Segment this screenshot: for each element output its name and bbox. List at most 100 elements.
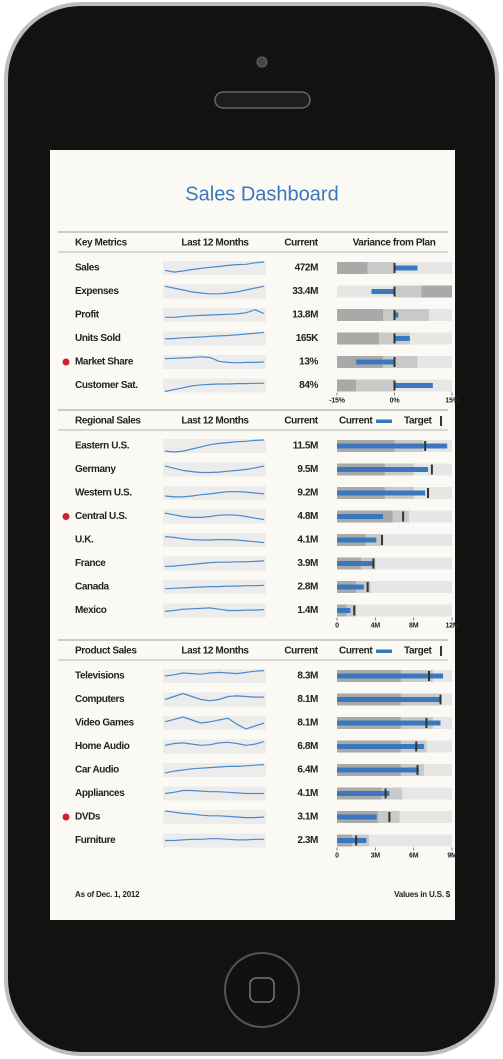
bullet-bar bbox=[337, 721, 441, 726]
bullet-band bbox=[337, 262, 368, 274]
current-value: 4.1M bbox=[297, 788, 318, 799]
row-label: France bbox=[75, 558, 106, 569]
bullet-band bbox=[356, 380, 394, 392]
current-value: 165K bbox=[296, 333, 319, 344]
legend-label: Target bbox=[404, 416, 432, 427]
row-label: Canada bbox=[75, 582, 110, 593]
row-label: Video Games bbox=[75, 718, 135, 729]
bullet-bar bbox=[337, 585, 364, 590]
current-value: 84% bbox=[299, 380, 318, 391]
row-label: Televisions bbox=[75, 671, 125, 682]
bullet-band bbox=[337, 309, 383, 321]
bullet-band bbox=[395, 286, 422, 298]
bullet-bar bbox=[356, 360, 394, 365]
row-label: Central U.S. bbox=[75, 511, 128, 522]
row-label: Home Audio bbox=[75, 741, 130, 752]
row-label: DVDs bbox=[75, 812, 101, 823]
row-label: Market Share bbox=[75, 357, 134, 368]
home-button[interactable] bbox=[225, 953, 299, 1027]
target-marker bbox=[394, 287, 396, 297]
target-marker bbox=[424, 441, 426, 451]
target-marker bbox=[431, 465, 433, 475]
bullet-band bbox=[421, 286, 452, 298]
bullet-bar bbox=[395, 383, 433, 388]
row-label: Units Sold bbox=[75, 333, 121, 344]
bullet-band bbox=[337, 380, 356, 392]
alert-dot bbox=[63, 814, 70, 821]
legend-label: Current bbox=[339, 646, 373, 657]
current-value: 1.4M bbox=[297, 605, 318, 616]
row-label: Computers bbox=[75, 694, 125, 705]
dashboard-title: Sales Dashboard bbox=[185, 183, 338, 205]
bullet-bar bbox=[337, 514, 383, 519]
target-marker bbox=[394, 357, 396, 367]
bullet-bar bbox=[337, 697, 441, 702]
target-marker bbox=[394, 310, 396, 320]
speaker bbox=[215, 92, 310, 108]
column-header: Last 12 Months bbox=[181, 238, 249, 249]
target-marker bbox=[425, 718, 427, 728]
row-label: Eastern U.S. bbox=[75, 441, 130, 452]
current-value: 9.5M bbox=[297, 464, 318, 475]
alert-dot bbox=[63, 359, 70, 366]
x-tick-label: 0 bbox=[335, 852, 339, 859]
bullet-bar bbox=[337, 838, 366, 843]
current-value: 13% bbox=[299, 357, 318, 368]
target-marker bbox=[381, 535, 383, 545]
bullet-bar bbox=[337, 538, 376, 543]
target-marker bbox=[355, 836, 357, 846]
x-tick-label: 9M bbox=[447, 852, 457, 859]
target-marker bbox=[440, 695, 442, 705]
target-marker bbox=[394, 334, 396, 344]
column-header: Key Metrics bbox=[75, 238, 128, 249]
column-header: Variance from Plan bbox=[353, 238, 436, 249]
bullet-band bbox=[337, 333, 379, 345]
target-marker bbox=[367, 582, 369, 592]
x-tick-label: 15% bbox=[445, 397, 459, 404]
row-label: Appliances bbox=[75, 788, 125, 799]
bullet-bar bbox=[337, 491, 425, 496]
sparkline-bg bbox=[163, 285, 266, 299]
x-tick-label: 6M bbox=[409, 852, 419, 859]
phone: Sales Dashboard As of Dec. 1, 2012 Value… bbox=[0, 0, 503, 1059]
legend-swatch bbox=[376, 420, 392, 424]
page: {"title": "Sales Dashboard", "footer_lef… bbox=[0, 0, 503, 1059]
bullet-bar bbox=[337, 444, 447, 449]
current-value: 2.3M bbox=[297, 835, 318, 846]
row-label: Western U.S. bbox=[75, 488, 132, 499]
current-value: 11.5M bbox=[293, 441, 318, 452]
row-label: Furniture bbox=[75, 835, 116, 846]
target-marker bbox=[417, 765, 419, 775]
target-marker bbox=[394, 263, 396, 273]
bullet-bar bbox=[337, 561, 374, 566]
target-marker bbox=[385, 789, 387, 799]
x-tick-label: 12M bbox=[445, 622, 458, 629]
row-label: Germany bbox=[75, 464, 116, 475]
column-header: Current bbox=[284, 416, 318, 427]
current-value: 33.4M bbox=[292, 286, 318, 297]
current-value: 8.1M bbox=[297, 718, 318, 729]
current-value: 3.1M bbox=[297, 812, 318, 823]
column-header: Regional Sales bbox=[75, 416, 141, 427]
bullet-bar bbox=[337, 768, 419, 773]
footer-units: Values in U.S. $ bbox=[394, 890, 451, 899]
row-label: Car Audio bbox=[75, 765, 119, 776]
x-tick-label: 4M bbox=[371, 622, 381, 629]
bullet-band bbox=[393, 511, 409, 523]
sparkline-bg bbox=[163, 740, 266, 754]
current-value: 4.8M bbox=[297, 511, 318, 522]
current-value: 9.2M bbox=[297, 488, 318, 499]
legend-swatch bbox=[376, 650, 392, 654]
footer-date: As of Dec. 1, 2012 bbox=[75, 890, 140, 899]
current-value: 3.9M bbox=[297, 558, 318, 569]
sparkline-bg bbox=[163, 379, 266, 393]
current-value: 8.1M bbox=[297, 694, 318, 705]
row-label: Profit bbox=[75, 310, 100, 321]
legend-label: Target bbox=[404, 646, 432, 657]
current-value: 4.1M bbox=[297, 535, 318, 546]
x-tick-label: 3M bbox=[371, 852, 381, 859]
row-label: U.K. bbox=[75, 535, 94, 546]
x-tick-label: 0 bbox=[335, 622, 339, 629]
legend-swatch bbox=[440, 646, 442, 656]
bullet-band bbox=[383, 309, 429, 321]
